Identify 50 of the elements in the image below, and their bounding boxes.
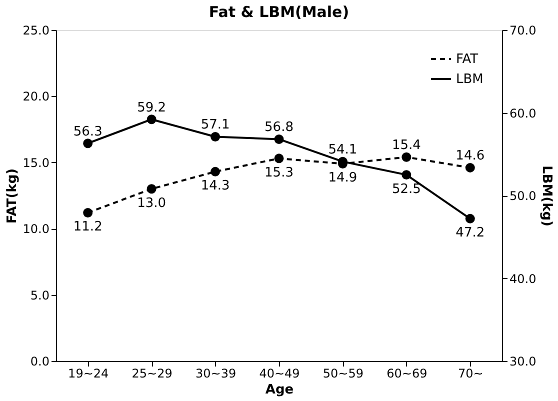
point bbox=[210, 132, 220, 142]
chart-title: Fat & LBM(Male) bbox=[208, 3, 350, 21]
data-label: 47.2 bbox=[456, 226, 485, 241]
data-label: 59.2 bbox=[137, 100, 166, 116]
data-label: 11.2 bbox=[73, 220, 102, 235]
y2-tick-label: 50.0 bbox=[510, 189, 536, 203]
y2-axis-title: LBM(kg) bbox=[539, 166, 554, 226]
point bbox=[402, 170, 412, 180]
data-label: 14.3 bbox=[200, 178, 230, 194]
point bbox=[465, 214, 475, 224]
y-tick-label: 10.0 bbox=[22, 222, 50, 236]
point bbox=[210, 166, 220, 176]
y-tick-label: 25.0 bbox=[22, 24, 50, 38]
point bbox=[146, 184, 156, 194]
legend-label: FAT bbox=[456, 52, 478, 67]
point bbox=[402, 152, 412, 162]
y2-tick-label: 60.0 bbox=[510, 106, 536, 120]
data-label: 13.0 bbox=[137, 196, 166, 211]
legend-label: LBM bbox=[456, 72, 484, 87]
x-tick-label: 30~39 bbox=[195, 366, 236, 380]
y-axis-title: FAT(kg) bbox=[4, 168, 20, 224]
data-label: 56.3 bbox=[73, 124, 102, 140]
data-label: 15.4 bbox=[392, 138, 421, 154]
y2-tick-label: 70.0 bbox=[510, 24, 536, 38]
data-label: 52.5 bbox=[392, 182, 421, 197]
y2-tick-label: 30.0 bbox=[510, 354, 536, 368]
data-label: 15.3 bbox=[264, 165, 294, 180]
data-label: 56.8 bbox=[264, 120, 294, 136]
x-tick-label: 19~24 bbox=[68, 366, 109, 380]
y-tick-label: 5.0 bbox=[30, 288, 50, 302]
point bbox=[465, 162, 475, 172]
point bbox=[83, 208, 93, 218]
x-tick-label: 50~59 bbox=[322, 366, 364, 380]
data-label: 14.6 bbox=[456, 148, 485, 164]
point bbox=[274, 154, 284, 164]
point bbox=[146, 114, 156, 124]
x-tick-label: 40~49 bbox=[259, 366, 300, 380]
point bbox=[83, 138, 93, 148]
x-tick-label: 60~69 bbox=[386, 366, 428, 380]
data-label: 14.9 bbox=[328, 170, 358, 186]
data-label: 57.1 bbox=[200, 118, 230, 133]
y-tick-label: 20.0 bbox=[22, 90, 50, 104]
x-axis-title: Age bbox=[265, 382, 294, 398]
x-tick-label: 25~29 bbox=[132, 366, 172, 380]
x-tick-label: 70~ bbox=[458, 366, 484, 380]
y-tick-label: 15.0 bbox=[22, 156, 50, 170]
y-tick-label: 0.0 bbox=[30, 354, 50, 368]
data-label: 54.1 bbox=[328, 142, 358, 158]
y2-tick-label: 40.0 bbox=[510, 272, 536, 286]
point bbox=[274, 134, 284, 144]
